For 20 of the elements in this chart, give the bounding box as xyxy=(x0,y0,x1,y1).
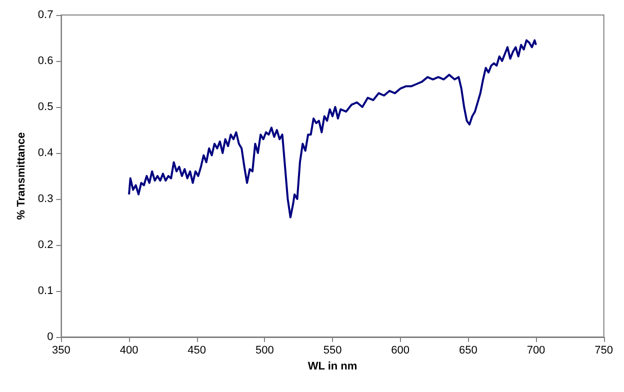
y-axis-title: % Transmittance xyxy=(16,132,28,220)
x-tick-label: 750 xyxy=(594,344,614,356)
x-axis-title: WL in nm xyxy=(308,360,358,372)
x-tick-label: 400 xyxy=(120,344,138,356)
x-tick-label: 650 xyxy=(458,344,478,356)
y-tick-label: 0.7 xyxy=(38,9,54,21)
x-tick-label: 700 xyxy=(526,344,546,356)
y-tick-label: 0.1 xyxy=(38,285,54,297)
y-tick-label: 0.3 xyxy=(38,193,54,205)
x-tick-label: 350 xyxy=(52,344,70,356)
y-tick-label: 0 xyxy=(47,331,54,343)
x-tick-label: 500 xyxy=(256,344,274,356)
x-tick-label: 600 xyxy=(391,344,410,356)
x-tick-label: 550 xyxy=(323,344,342,356)
y-tick-label: 0.4 xyxy=(38,147,54,159)
y-tick-label: 0.6 xyxy=(38,55,54,67)
x-tick-label: 450 xyxy=(188,344,206,356)
line-series xyxy=(128,39,537,218)
y-tick-label: 0.5 xyxy=(38,101,54,113)
y-tick-label: 0.2 xyxy=(38,239,54,251)
